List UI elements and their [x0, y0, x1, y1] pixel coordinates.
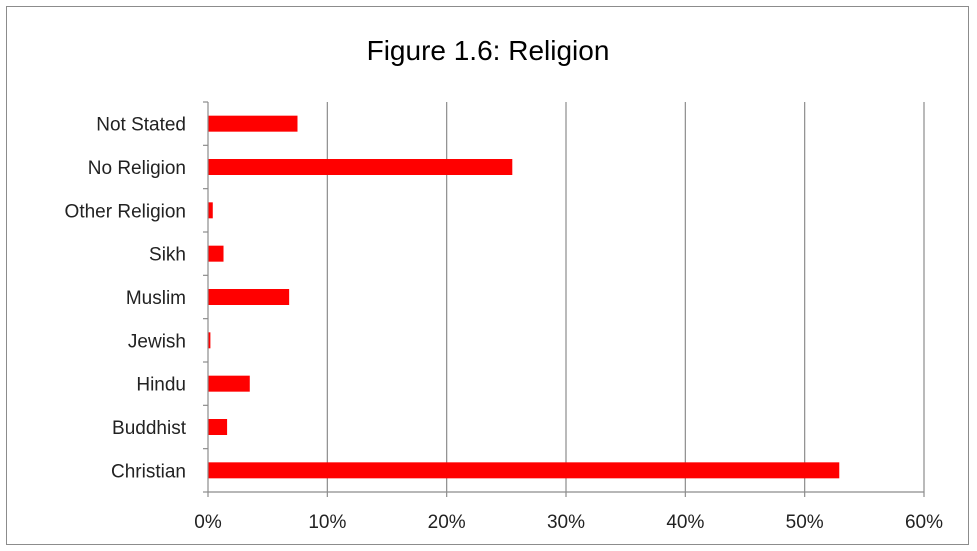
category-label: Jewish [128, 331, 186, 352]
x-tick-label: 10% [308, 512, 346, 533]
category-labels: Not Stated No Religion Other Religion Sikh M… [65, 115, 187, 483]
x-tick-label: 0% [194, 512, 222, 533]
chart-title: Figure 1.6: Religion [367, 35, 610, 66]
category-label: Muslim [126, 288, 186, 309]
bar-muslim [208, 289, 290, 305]
category-label: Buddhist [112, 418, 187, 439]
axes [203, 101, 925, 497]
category-label: No Religion [88, 158, 186, 179]
category-label: Hindu [136, 375, 186, 396]
x-tick-label: 50% [786, 512, 824, 533]
x-tick-label: 60% [905, 512, 943, 533]
bar-hindu [208, 375, 250, 392]
bar-christian [208, 462, 840, 479]
category-label: Not Stated [96, 115, 186, 136]
bars [208, 115, 840, 479]
category-label: Other Religion [65, 201, 186, 222]
bar-buddhist [208, 419, 228, 435]
x-tick-label: 40% [666, 512, 704, 533]
chart-frame [6, 6, 969, 545]
bar-not-stated [208, 115, 298, 132]
category-label: Christian [111, 461, 186, 482]
category-label: Sikh [149, 245, 186, 266]
x-tick-label: 30% [547, 512, 585, 533]
x-tick-label: 20% [428, 512, 466, 533]
bar-no-religion [208, 159, 513, 175]
bar-other-religion [208, 202, 213, 219]
bar-sikh [208, 245, 224, 262]
x-tick-labels: 0% 10% 20% 30% 40% 50% 60% [194, 512, 943, 533]
bar-jewish [208, 332, 211, 349]
